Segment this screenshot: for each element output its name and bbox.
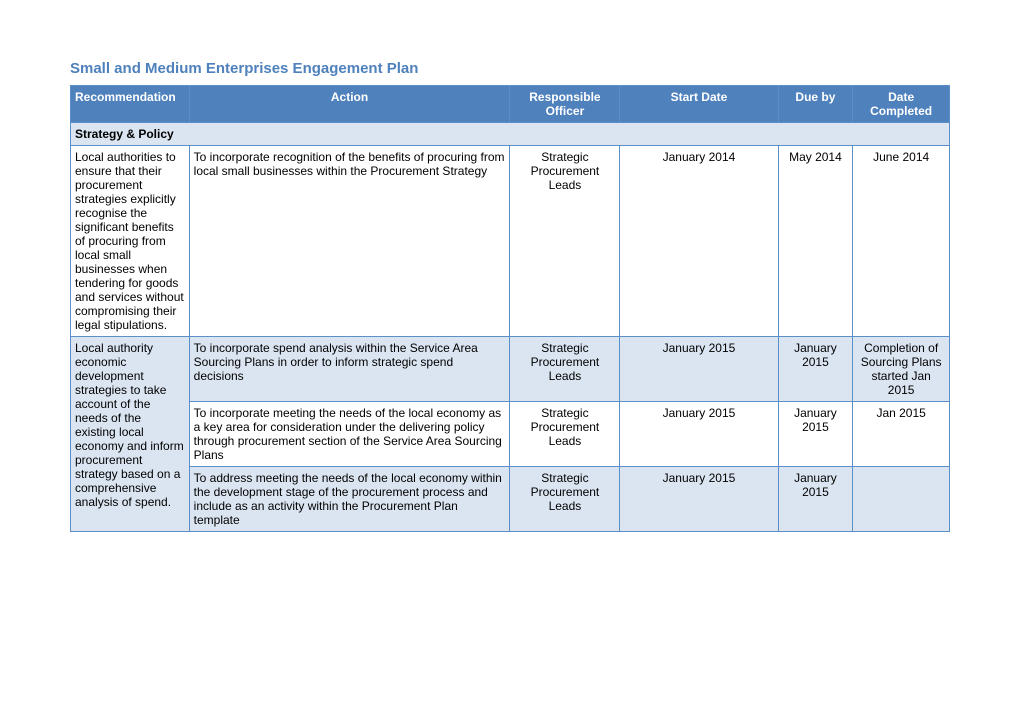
col-responsible-officer: Responsible Officer <box>510 86 620 123</box>
col-date-completed: Date Completed <box>853 86 950 123</box>
cell-completed: Completion of Sourcing Plans started Jan… <box>853 337 950 402</box>
cell-due: January 2015 <box>778 402 853 467</box>
cell-completed <box>853 467 950 532</box>
cell-completed: June 2014 <box>853 146 950 337</box>
table-row: To incorporate meeting the needs of the … <box>71 402 950 467</box>
table-header-row: Recommendation Action Responsible Office… <box>71 86 950 123</box>
table-row: Local authority economic development str… <box>71 337 950 402</box>
col-start-date: Start Date <box>620 86 778 123</box>
cell-officer: Strategic Procurement Leads <box>510 337 620 402</box>
cell-recommendation: Local authorities to ensure that their p… <box>71 146 190 337</box>
cell-start: January 2014 <box>620 146 778 337</box>
col-action: Action <box>189 86 510 123</box>
cell-due: January 2015 <box>778 467 853 532</box>
cell-start: January 2015 <box>620 467 778 532</box>
section-label: Strategy & Policy <box>71 123 950 146</box>
cell-action: To incorporate spend analysis within the… <box>189 337 510 402</box>
cell-action: To incorporate meeting the needs of the … <box>189 402 510 467</box>
cell-completed: Jan 2015 <box>853 402 950 467</box>
section-row-strategy-policy: Strategy & Policy <box>71 123 950 146</box>
cell-officer: Strategic Procurement Leads <box>510 467 620 532</box>
cell-action: To address meeting the needs of the loca… <box>189 467 510 532</box>
engagement-plan-table: Recommendation Action Responsible Office… <box>70 85 950 532</box>
page-title: Small and Medium Enterprises Engagement … <box>70 60 950 77</box>
cell-officer: Strategic Procurement Leads <box>510 402 620 467</box>
cell-due: January 2015 <box>778 337 853 402</box>
col-due-by: Due by <box>778 86 853 123</box>
cell-recommendation: Local authority economic development str… <box>71 337 190 532</box>
cell-start: January 2015 <box>620 337 778 402</box>
col-recommendation: Recommendation <box>71 86 190 123</box>
cell-start: January 2015 <box>620 402 778 467</box>
cell-due: May 2014 <box>778 146 853 337</box>
cell-action: To incorporate recognition of the benefi… <box>189 146 510 337</box>
cell-officer: Strategic Procurement Leads <box>510 146 620 337</box>
table-row: To address meeting the needs of the loca… <box>71 467 950 532</box>
table-row: Local authorities to ensure that their p… <box>71 146 950 337</box>
